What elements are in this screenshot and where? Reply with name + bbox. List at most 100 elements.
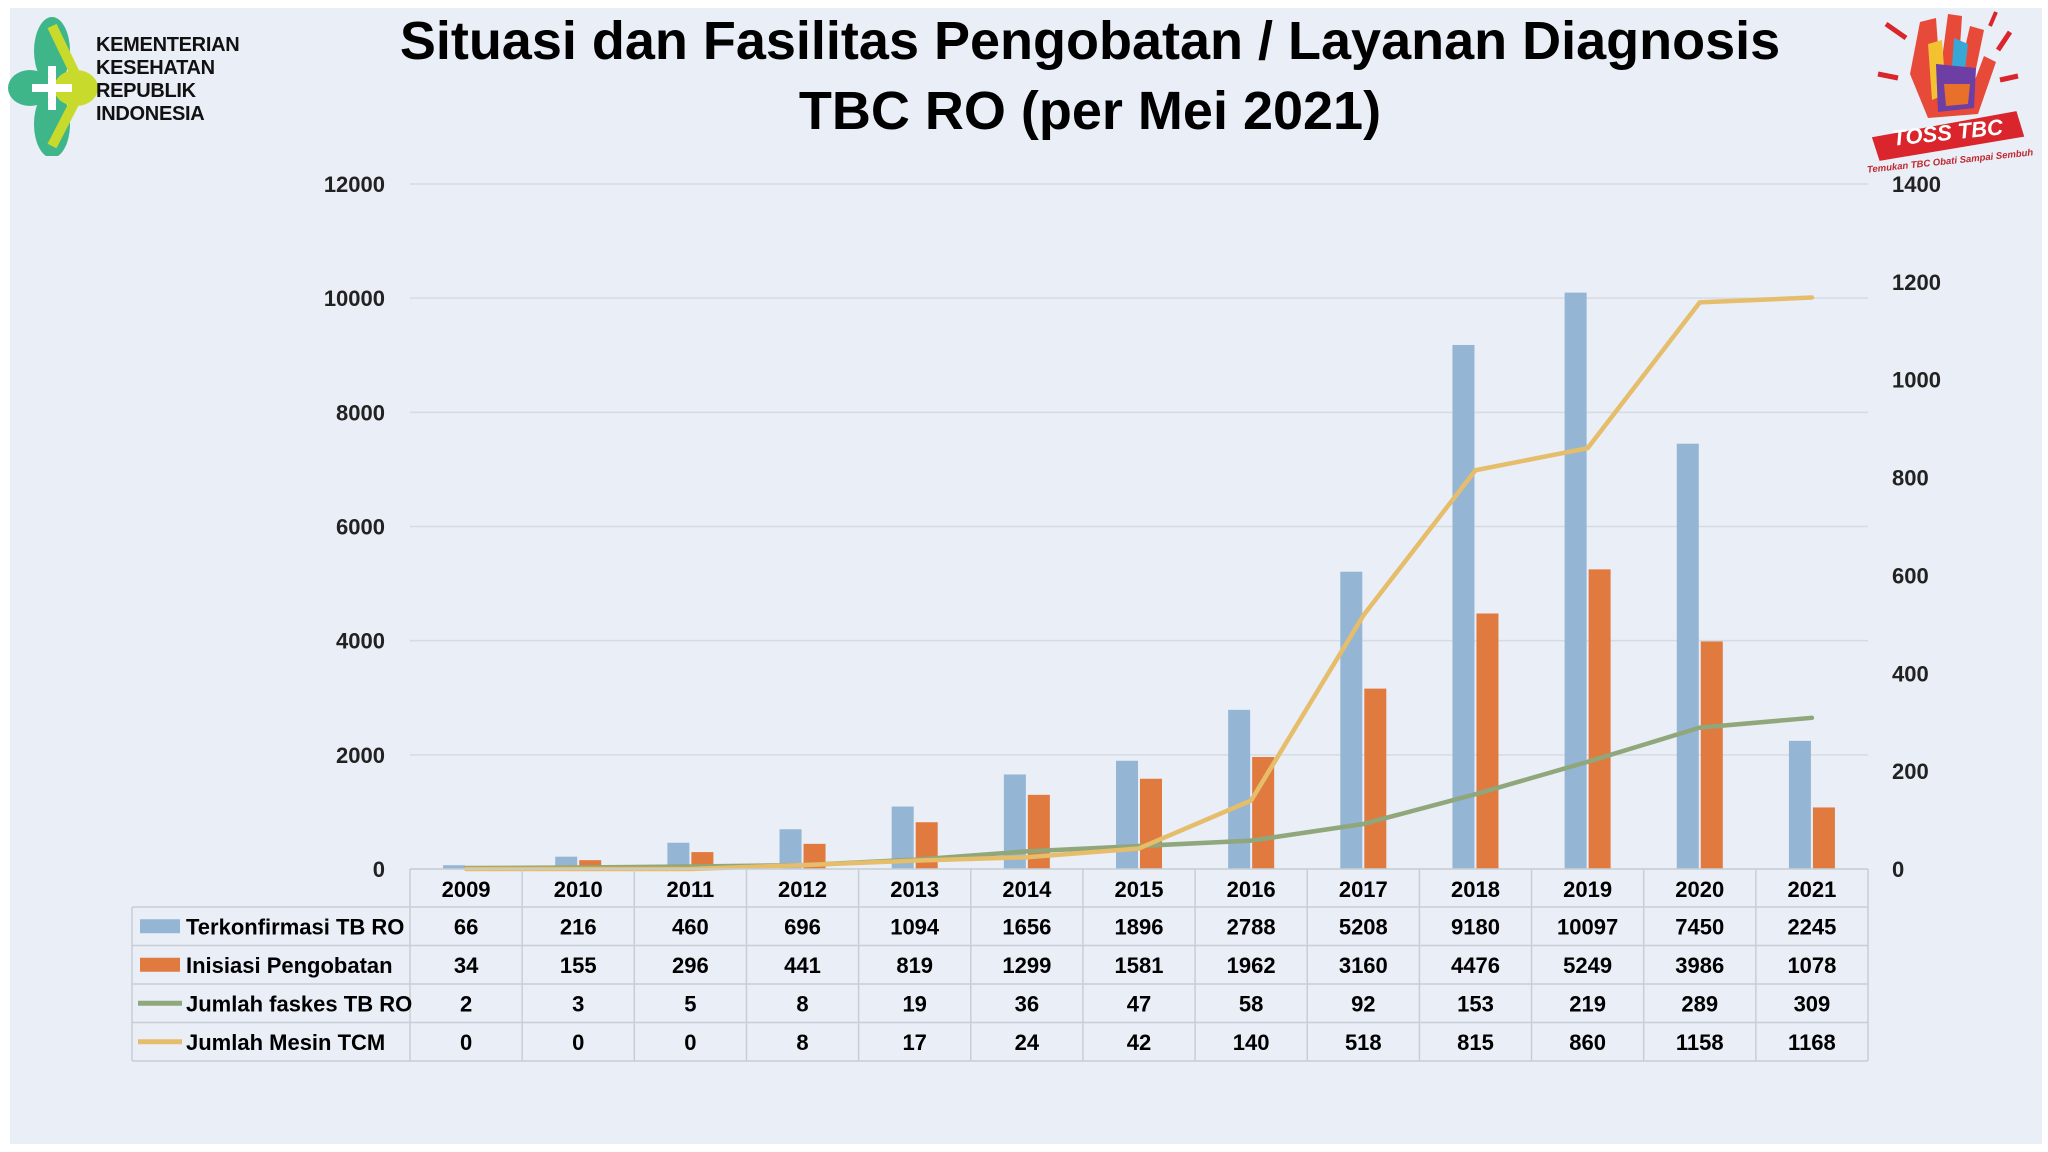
data-table-value: 42 [1127,1030,1151,1055]
bar [1812,807,1835,869]
data-table-value: 0 [684,1030,696,1055]
data-table-value: 19 [902,991,926,1016]
y2-axis-tick-label: 200 [1892,759,1929,784]
x-axis-category-label: 2013 [890,877,939,902]
bar [1676,443,1699,869]
x-axis-category-label: 2019 [1563,877,1612,902]
kemenkes-logo: KEMENTERIAN KESEHATAN REPUBLIK INDONESIA [4,6,240,158]
bar [779,829,802,869]
data-table-value: 860 [1569,1030,1606,1055]
y-axis-tick-label: 12000 [324,172,385,197]
data-table-value: 66 [454,914,478,939]
x-axis-category-label: 2014 [1002,877,1052,902]
data-table-value: 518 [1345,1030,1382,1055]
y-axis-tick-label: 0 [373,857,385,882]
data-table-value: 696 [784,914,821,939]
data-table-value: 58 [1239,991,1263,1016]
x-axis-category-label: 2017 [1339,877,1388,902]
data-table-value: 5249 [1563,953,1612,978]
bar [1364,688,1387,869]
data-table-value: 3 [572,991,584,1016]
legend-series-label: Jumlah faskes TB RO [186,991,412,1016]
bar [443,865,466,869]
y-axis-tick-label: 4000 [336,629,385,654]
data-table-value: 140 [1233,1030,1270,1055]
y-axis-tick-label: 8000 [336,400,385,425]
bar [1252,757,1275,869]
data-table-value: 296 [672,953,709,978]
bar [579,860,602,869]
bar [667,842,690,869]
data-table-value: 1168 [1788,1030,1836,1055]
bar [1228,709,1251,869]
bar [1564,292,1587,869]
bar [1140,778,1162,869]
bar [1116,760,1138,869]
data-table-value: 219 [1569,991,1606,1016]
kemenkes-emblem-icon [8,17,98,158]
data-table-value: 2 [460,991,472,1016]
legend-series-label: Terkonfirmasi TB RO [186,914,404,939]
data-table-value: 0 [572,1030,584,1055]
x-axis-category-label: 2020 [1675,877,1724,902]
data-table-value: 460 [672,914,709,939]
x-axis-category-label: 2011 [667,877,715,902]
data-table-value: 1094 [890,914,940,939]
data-table-value: 9180 [1451,914,1500,939]
bar [891,806,914,869]
data-table-value: 4476 [1451,953,1500,978]
bar [1788,740,1811,869]
slide-background [10,8,2042,1144]
legend-key-swatch [140,919,180,934]
data-table-value: 1158 [1676,1030,1724,1055]
data-table-value: 309 [1794,991,1831,1016]
data-table-value: 0 [460,1030,472,1055]
y2-axis-tick-label: 1000 [1892,368,1941,393]
y-axis-tick-label: 2000 [336,743,385,768]
y2-axis-tick-label: 1400 [1892,172,1941,197]
x-axis-category-label: 2016 [1227,877,1276,902]
data-table-value: 819 [896,953,933,978]
data-table-value: 1962 [1227,953,1276,978]
title-line-2: TBC RO (per Mei 2021) [798,81,1382,141]
data-table-value: 24 [1015,1030,1040,1055]
toss-tbc-logo: TOSS TBC Temukan TBC Obati Sampai Sembuh [1858,4,2042,176]
data-table-value: 7450 [1675,914,1724,939]
data-table-value: 3160 [1339,953,1388,978]
data-table-value: 1581 [1115,953,1164,978]
x-axis-category-label: 2010 [554,877,603,902]
data-table-value: 216 [560,914,597,939]
y2-axis-tick-label: 600 [1892,563,1929,588]
data-table-value: 1299 [1002,953,1051,978]
y2-axis-tick-label: 0 [1892,857,1904,882]
data-table-value: 2245 [1787,914,1836,939]
legend-series-label: Inisiasi Pengobatan [186,953,393,978]
data-table-value: 2788 [1227,914,1276,939]
bar [1476,613,1499,869]
data-table-value: 36 [1015,991,1039,1016]
bar [1700,641,1723,869]
data-table-value: 8 [796,991,808,1016]
y-axis-tick-label: 10000 [324,286,385,311]
data-table-value: 34 [454,953,479,978]
data-table-value: 1896 [1115,914,1164,939]
data-table-value: 10097 [1557,914,1618,939]
x-axis-category-label: 2021 [1787,877,1836,902]
title-line-1: Situasi dan Fasilitas Pengobatan / Layan… [399,11,1781,71]
legend-key-swatch [140,957,180,972]
x-axis-category-label: 2012 [778,877,827,902]
data-table-value: 5 [684,991,696,1016]
hand-icon [1910,14,1996,118]
legend-series-label: Jumlah Mesin TCM [186,1030,385,1055]
data-table-value: 47 [1127,991,1151,1016]
data-table-value: 815 [1457,1030,1494,1055]
x-axis-category-label: 2018 [1451,877,1500,902]
chart-title: Situasi dan Fasilitas Pengobatan / Layan… [300,6,1880,146]
data-table-value: 17 [902,1030,926,1055]
data-table-value: 155 [560,953,597,978]
data-table-value: 1656 [1002,914,1051,939]
y2-axis-tick-label: 800 [1892,466,1929,491]
x-axis-category-label: 2015 [1115,877,1164,902]
data-table-value: 441 [784,953,821,978]
